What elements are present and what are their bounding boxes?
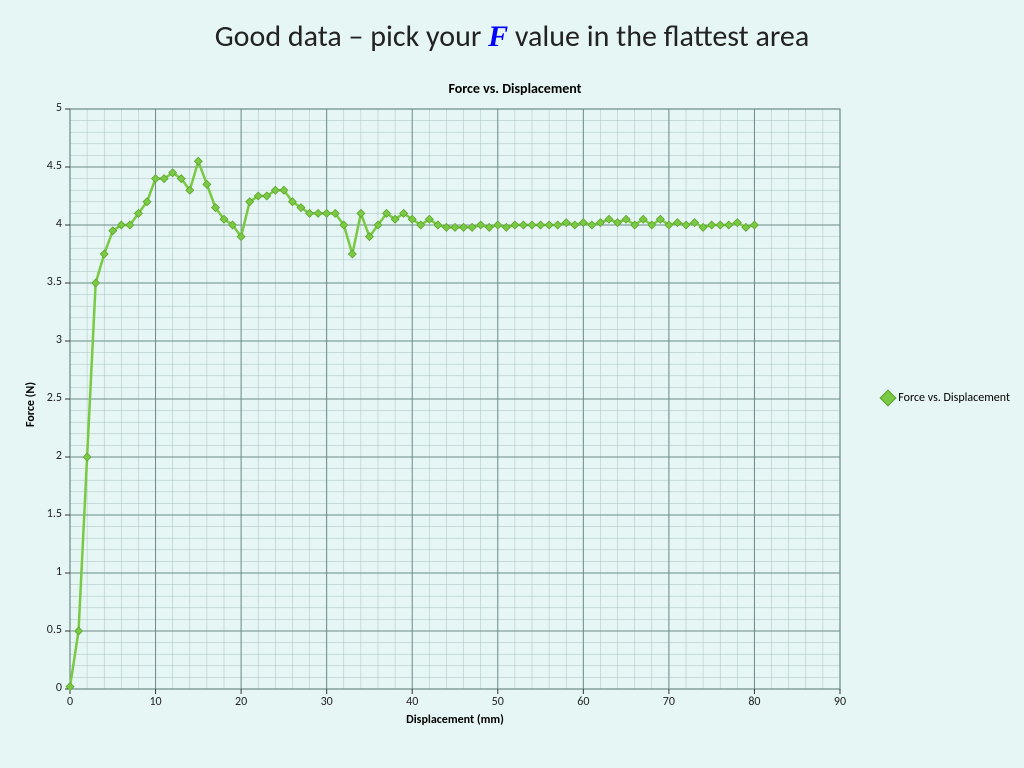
chart-plot [20, 101, 850, 719]
y-tick-label: 4.5 [20, 159, 62, 173]
y-tick-label: 2 [20, 449, 62, 463]
x-tick-label: 40 [402, 695, 422, 709]
y-tick-label: 4 [20, 217, 62, 231]
slide: Good data – pick your F value in the fla… [0, 0, 1024, 768]
y-tick-label: 0.5 [20, 623, 62, 637]
x-tick-label: 50 [488, 695, 508, 709]
x-tick-label: 70 [659, 695, 679, 709]
x-axis-label: Displacement (mm) [70, 713, 840, 741]
x-tick-label: 80 [744, 695, 764, 709]
x-tick-label: 60 [573, 695, 593, 709]
chart-container: Force vs. Displacement Force (N) Displac… [20, 80, 1010, 748]
x-tick-label: 0 [60, 695, 80, 709]
x-tick-label: 30 [317, 695, 337, 709]
heading-part2: value in the flattest area [508, 18, 809, 55]
y-tick-label: 5 [20, 101, 62, 115]
y-tick-label: 3 [20, 333, 62, 347]
y-tick-label: 1 [20, 565, 62, 579]
slide-heading: Good data – pick your F value in the fla… [0, 18, 1024, 55]
legend-label: Force vs. Displacement [898, 391, 1010, 405]
y-tick-label: 1.5 [20, 507, 62, 521]
chart-legend: Force vs. Displacement [882, 391, 1010, 405]
y-tick-label: 3.5 [20, 275, 62, 289]
heading-f-symbol: F [488, 20, 508, 53]
heading-part1: Good data – pick your [215, 18, 488, 55]
x-tick-label: 20 [231, 695, 251, 709]
chart-body: Force (N) Displacement (mm) Force vs. Di… [20, 101, 1010, 741]
x-tick-label: 90 [830, 695, 850, 709]
diamond-icon [880, 390, 897, 407]
chart-title: Force vs. Displacement [20, 80, 1010, 97]
y-tick-label: 0 [20, 681, 62, 695]
y-tick-label: 2.5 [20, 391, 62, 405]
x-tick-label: 10 [146, 695, 166, 709]
